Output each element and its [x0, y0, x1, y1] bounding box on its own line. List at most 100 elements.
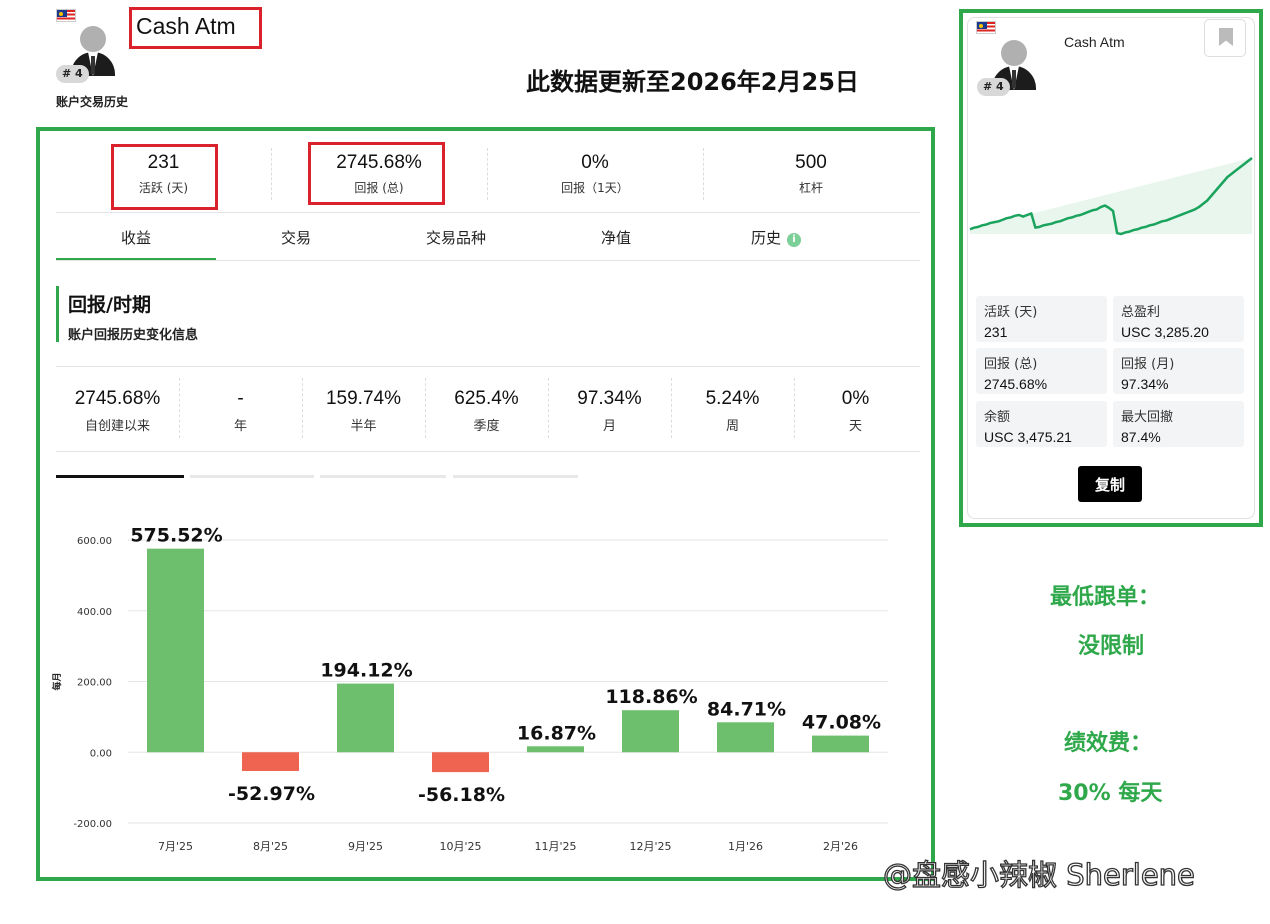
period-label: 天 — [848, 419, 862, 434]
y-tick-label: 200.00 — [77, 678, 112, 689]
bar[interactable] — [432, 752, 489, 773]
period-value: 97.34% — [577, 388, 642, 409]
divider — [548, 378, 549, 438]
period-half-year: 159.74% 半年 — [302, 388, 425, 434]
bookmark-button[interactable] — [1204, 19, 1246, 57]
bar[interactable] — [717, 722, 774, 753]
x-tick-label: 2月'26 — [823, 840, 858, 853]
stat-daily-return: 0% 回报（1天） — [487, 152, 703, 196]
divider — [302, 378, 303, 438]
bar[interactable] — [337, 683, 394, 753]
highlight-name — [129, 7, 262, 49]
stat-value: 0% — [581, 152, 609, 173]
stat-active-days: 231 活跃 (天) — [56, 152, 271, 196]
chart-range-tab-4[interactable] — [453, 475, 578, 478]
chart-range-tab-1[interactable] — [56, 475, 184, 478]
malaysia-flag-icon — [56, 9, 76, 22]
perf-fee-label: 绩效费： — [1064, 731, 1153, 756]
update-notice: 此数据更新至2026年2月25日 — [526, 68, 859, 96]
copy-button[interactable]: 复制 — [1078, 466, 1142, 502]
tab-earnings[interactable]: 收益 — [120, 229, 151, 247]
divider — [56, 212, 920, 213]
bar[interactable] — [242, 752, 299, 771]
card-rank-badge: # 4 — [977, 78, 1010, 96]
data-label: 84.71% — [707, 698, 786, 720]
card-trader-name: Cash Atm — [1064, 34, 1125, 50]
section-title: 回报/时期 — [68, 294, 151, 316]
active-tab-indicator — [56, 258, 216, 260]
tab-history[interactable]: 历史 i — [696, 227, 856, 248]
divider — [56, 366, 920, 367]
section-description: 账户回报历史变化信息 — [68, 328, 199, 343]
x-tick-label: 10月'25 — [439, 840, 481, 853]
card-stat-balance: 余额 USC 3,475.21 — [976, 401, 1107, 447]
divider — [487, 148, 488, 200]
y-tick-label: 0.00 — [90, 748, 112, 759]
data-label: 575.52% — [130, 525, 222, 547]
bar[interactable] — [527, 746, 584, 753]
bar[interactable] — [622, 710, 679, 753]
card-stat-total-profit: 总盈利 USC 3,285.20 — [1113, 296, 1244, 342]
data-label: 16.87% — [517, 722, 596, 744]
card-highlight — [959, 9, 1263, 527]
highlight-total-return — [308, 142, 445, 205]
card-stat-max-drawdown: 最大回撤 87.4% — [1113, 401, 1244, 447]
x-tick-label: 7月'25 — [158, 840, 193, 853]
period-value: - — [237, 388, 244, 409]
period-year: - 年 — [179, 388, 302, 434]
tab-trades[interactable]: 交易 — [280, 229, 311, 247]
data-label: -56.18% — [418, 784, 505, 806]
period-value: 0% — [841, 388, 870, 409]
x-tick-label: 12月'25 — [629, 840, 671, 853]
rank-badge: # 4 — [56, 65, 89, 83]
divider — [56, 451, 920, 452]
trader-name: Cash Atm — [136, 13, 236, 39]
card-stat-label: 回报 (月) — [1121, 357, 1175, 372]
period-label: 周 — [725, 419, 739, 434]
divider — [179, 378, 180, 438]
card-stat-value: USC 3,285.20 — [1121, 324, 1209, 340]
bar[interactable] — [147, 548, 204, 753]
tab-equity[interactable]: 净值 — [600, 229, 631, 247]
card-stat-label: 活跃 (天) — [984, 305, 1038, 320]
period-value: 5.24% — [705, 388, 760, 409]
period-label: 半年 — [350, 419, 377, 434]
period-value: 625.4% — [454, 388, 519, 409]
period-quarter: 625.4% 季度 — [425, 388, 548, 434]
data-label: 118.86% — [605, 686, 697, 708]
period-since-inception: 2745.68% 自创建以来 — [56, 388, 179, 434]
card-stat-value: USC 3,475.21 — [984, 429, 1072, 445]
card-stat-total-return: 回报 (总) 2745.68% — [976, 348, 1107, 394]
x-tick-label: 11月'25 — [534, 840, 576, 853]
card-stat-label: 余额 — [984, 410, 1011, 425]
highlight-active-days — [111, 144, 218, 210]
min-follow-label: 最低跟单： — [1050, 585, 1161, 610]
data-label: -52.97% — [228, 783, 315, 805]
card-stat-value: 2745.68% — [984, 376, 1048, 392]
monthly-return-chart: 600.00 400.00 200.00 0.00 -200.00 每月 575.52% 7月… — [51, 525, 888, 853]
card-stat-value: 231 — [984, 324, 1008, 340]
card-stat-value: 97.34% — [1121, 376, 1169, 392]
bar[interactable] — [812, 735, 869, 753]
main-panel-highlight — [36, 127, 935, 881]
stat-label: 杠杆 — [798, 181, 823, 195]
data-label: 194.12% — [320, 660, 412, 682]
x-tick-label: 1月'26 — [728, 840, 763, 853]
card-stat-active-days: 活跃 (天) 231 — [976, 296, 1107, 342]
stat-value: 500 — [795, 152, 827, 173]
y-tick-label: -200.00 — [73, 819, 112, 830]
period-label: 年 — [233, 419, 247, 434]
chart-range-tab-3[interactable] — [320, 475, 446, 478]
equity-line — [969, 157, 1253, 236]
period-label: 季度 — [473, 419, 500, 434]
y-tick-label: 400.00 — [77, 607, 112, 618]
x-tick-label: 8月'25 — [253, 840, 288, 853]
chart-range-tab-2[interactable] — [190, 475, 314, 478]
period-label: 自创建以来 — [84, 419, 150, 434]
card-stat-label: 最大回撤 — [1121, 410, 1174, 425]
divider — [671, 378, 672, 438]
tab-symbols[interactable]: 交易品种 — [425, 229, 486, 247]
info-icon[interactable]: i — [787, 233, 801, 247]
period-day: 0% 天 — [794, 388, 917, 434]
data-label: 47.08% — [802, 712, 881, 734]
